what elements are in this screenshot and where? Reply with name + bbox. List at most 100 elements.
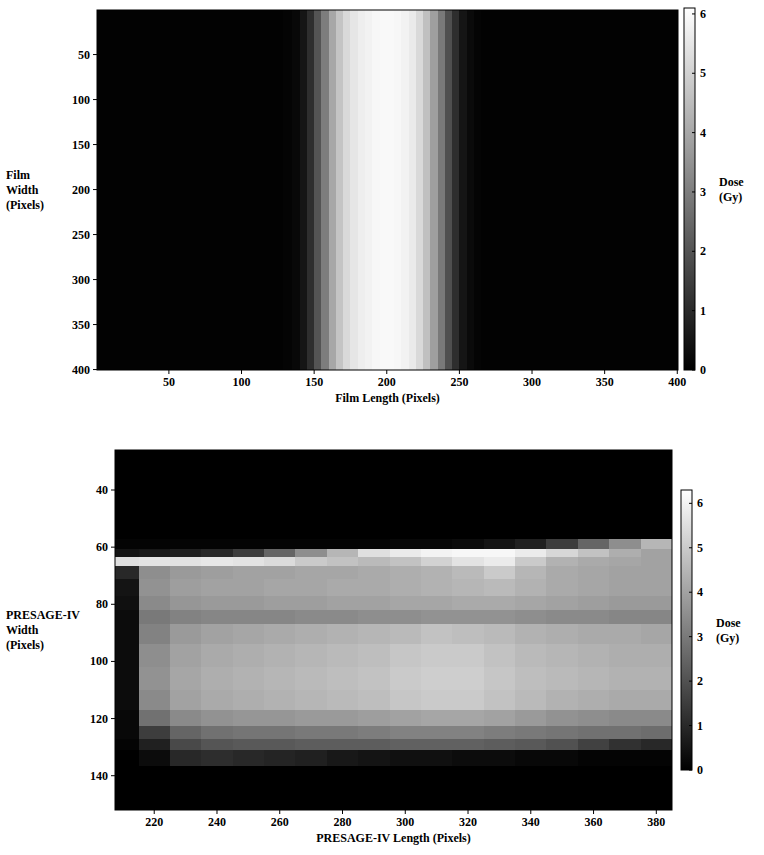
colorbar-title: Dose(Gy) [716,616,741,645]
heatmap-cell [605,10,620,370]
heatmap-cell [546,667,578,690]
heatmap-cell [452,579,484,597]
heatmap-cell [264,539,296,550]
heatmap-cell [452,766,484,788]
x-tick-label: 240 [208,815,226,829]
heatmap-cell [484,596,516,611]
x-tick-label: 300 [523,375,541,389]
y-tick [93,189,97,190]
heatmap-cell [233,549,265,558]
y-tick [111,604,115,605]
colorbar-tick-label: 0 [697,763,703,777]
heatmap-cell [578,726,610,739]
heatmap-cell [358,549,390,558]
heatmap-cell [358,750,390,766]
colorbar-tick [692,191,695,192]
heatmap-cell [546,690,578,711]
heatmap-cell [115,787,139,810]
heatmap-cell [233,726,265,739]
heatmap-cell [295,690,327,711]
heatmap-cell [115,486,139,519]
heatmap-cell [609,787,641,810]
heatmap-cell [546,750,578,766]
heatmap-cell [515,787,547,810]
heatmap-cell [170,690,202,711]
heatmap-cell [609,486,641,519]
heatmap-cell [327,690,359,711]
heatmap-cell [233,739,265,751]
heatmap-cell [609,644,641,667]
heatmap-cell [233,787,265,810]
heatmap-cell [515,739,547,751]
heatmap-cell [578,750,610,766]
heatmap-cell [139,690,171,711]
heatmap-cell [365,10,373,370]
heatmap-cell [484,710,516,726]
heatmap-cell [170,486,202,519]
heatmap-cell [329,10,337,370]
heatmap-cell [641,739,672,751]
x-axis-title: PRESAGE-IV Length (Pixels) [316,831,470,845]
heatmap-cell [139,739,171,751]
heatmap-cell [358,450,390,486]
heatmap-cell [201,486,233,519]
x-tick [342,810,343,814]
y-tick [93,369,97,370]
x-tick-label: 200 [378,375,396,389]
heatmap-cell [578,644,610,667]
heatmap-cell [609,739,641,751]
heatmap-cell [358,596,390,611]
heatmap-cell [590,10,605,370]
heatmap-cell [641,750,672,766]
heatmap-cell [295,486,327,519]
heatmap-cell [609,566,641,579]
heatmap-cell [264,624,296,645]
heatmap-cell [292,10,300,370]
heatmap-cell [515,539,547,550]
heatmap-cell [201,750,233,766]
heatmap-cell [170,750,202,766]
heatmap-cell [115,766,139,788]
heatmap-cell [390,644,422,667]
x-tick-label: 250 [450,375,468,389]
colorbar-tick-label: 4 [697,585,703,599]
heatmap-cell [321,10,329,370]
colorbar-tick [689,636,692,637]
heatmap-cell [170,549,202,558]
heatmap-cell [452,519,484,540]
heatmap-cell [327,644,359,667]
heatmap-cell [170,539,202,550]
figure: 5010015020025030035040050100150200250300… [0,0,764,855]
heatmap-cell [139,596,171,611]
x-tick [386,370,387,374]
heatmap-cell [125,10,140,370]
heatmap-cell [578,710,610,726]
heatmap-cell [484,549,516,558]
heatmap-cell [641,710,672,726]
heatmap-cell [233,644,265,667]
heatmap-cell [421,557,453,566]
heatmap-cell [170,726,202,739]
heatmap-cell [390,557,422,566]
heatmap-cell [201,739,233,751]
heatmap-cell [264,596,296,611]
heatmap-cell [421,667,453,690]
heatmap-cell [140,10,155,370]
heatmap-cell [295,766,327,788]
heatmap-cell [115,610,139,625]
x-tick [468,810,469,814]
colorbar-tick-label: 6 [697,496,703,510]
heatmap-cell [358,557,390,566]
heatmap-cell [532,10,547,370]
heatmap-cell [390,566,422,579]
x-tick [459,370,460,374]
heatmap-cell [609,519,641,540]
colorbar-tick-label: 5 [700,66,706,80]
heatmap-cell [170,519,202,540]
x-tick [530,810,531,814]
heatmap-cell [115,726,139,739]
heatmap-cell [641,486,672,519]
heatmap-cell [115,750,139,766]
heatmap-cell [358,624,390,645]
heatmap-cell [201,766,233,788]
